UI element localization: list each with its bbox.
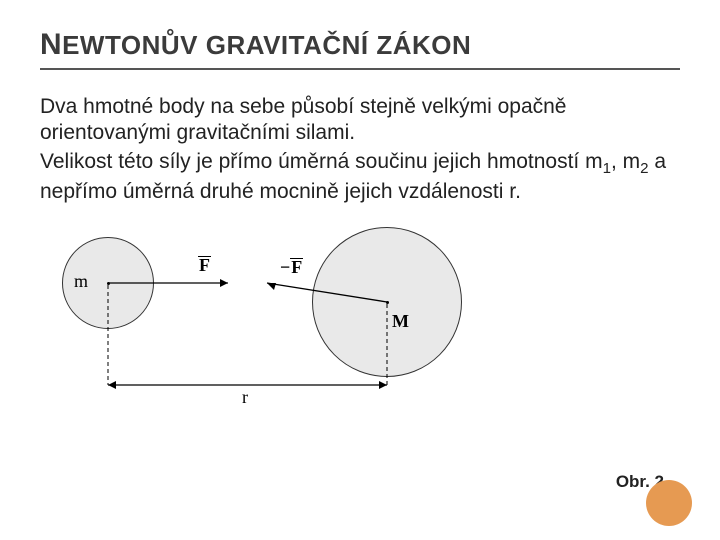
title-underline: NEWTONŮV GRAVITAČNÍ ZÁKON — [40, 28, 680, 70]
body-text: Dva hmotné body na sebe působí stejně ve… — [40, 94, 680, 205]
paragraph-1: Dva hmotné body na sebe působí stejně ve… — [40, 94, 680, 147]
diagram-svg — [50, 227, 480, 407]
slide: NEWTONŮV GRAVITAČNÍ ZÁKON Dva hmotné bod… — [0, 0, 720, 407]
paragraph-2: Velikost této síly je přímo úměrná souči… — [40, 149, 680, 205]
label-r: r — [242, 387, 248, 408]
title-first-cap: N — [40, 28, 62, 61]
label-f: F — [198, 255, 211, 276]
accent-dot-icon — [646, 480, 692, 526]
slide-title: NEWTONŮV GRAVITAČNÍ ZÁKON — [40, 28, 680, 62]
label-neg-f: −F — [280, 257, 303, 278]
title-rest: EWTONŮV GRAVITAČNÍ ZÁKON — [62, 30, 471, 60]
diagram: m M F −F r — [50, 227, 480, 407]
